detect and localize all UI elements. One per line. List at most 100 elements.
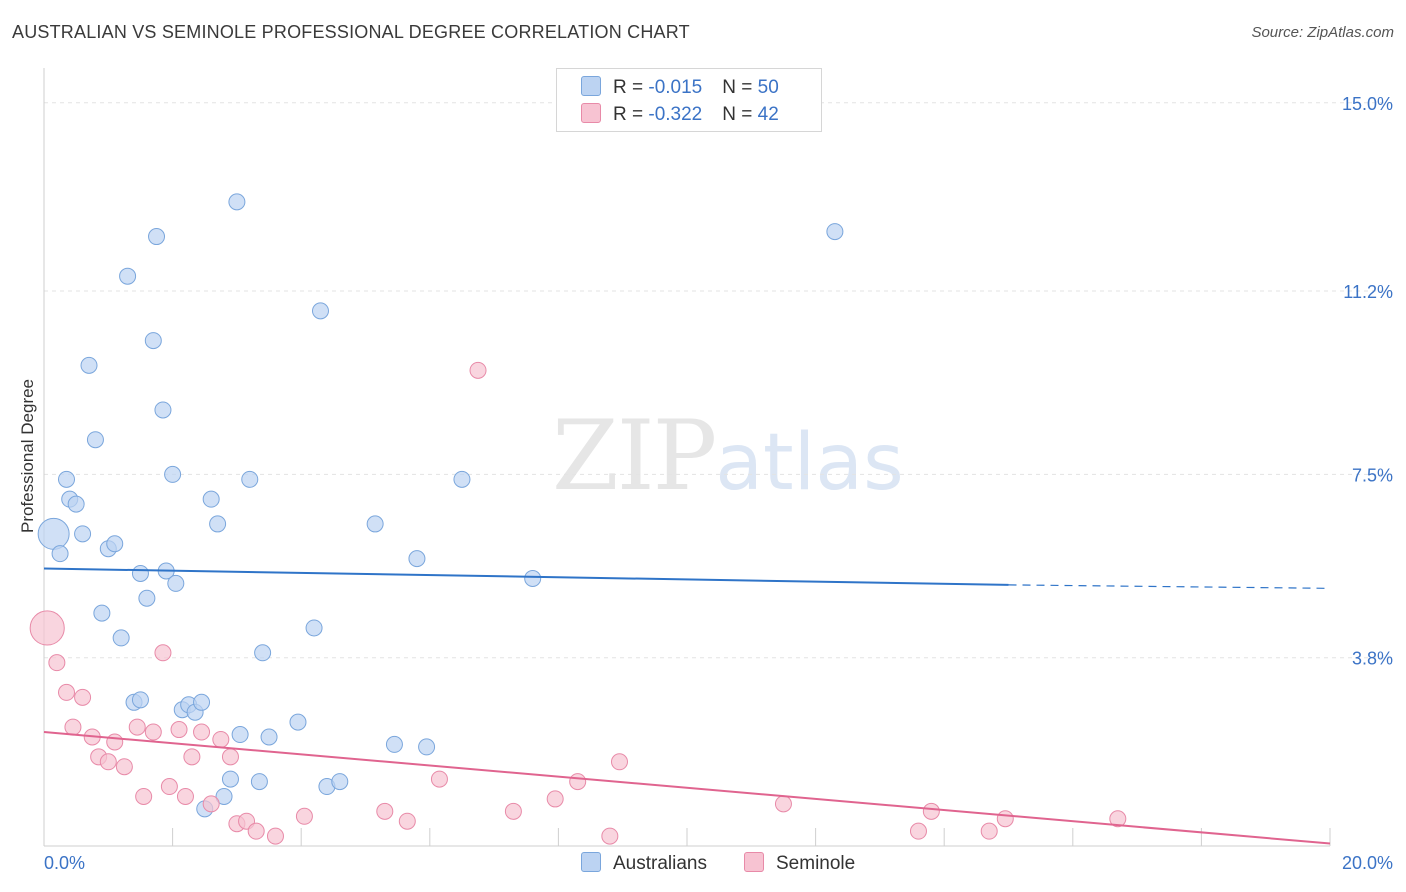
point-seminole [29,610,65,646]
point-australians [58,470,76,488]
point-seminole [774,795,792,813]
point-seminole [74,688,92,706]
point-seminole [430,770,448,788]
point-australians [453,470,471,488]
legend-r-value-australians: -0.015 [648,77,703,98]
y-tick-label: 11.2% [1343,282,1393,302]
point-australians [241,470,259,488]
point-seminole [295,807,313,825]
legend-r-value-seminole: -0.322 [648,104,703,125]
point-seminole [569,773,587,791]
point-seminole [546,790,564,808]
point-seminole [106,733,124,751]
point-australians [221,770,239,788]
point-seminole [58,683,76,701]
point-australians [228,193,246,211]
point-seminole [909,822,927,840]
legend-row-australians: R = -0.015 N = 50 [581,76,779,99]
point-australians [112,629,130,647]
point-seminole [504,802,522,820]
point-australians [254,644,272,662]
point-australians [366,515,384,533]
point-seminole [610,753,628,771]
point-australians [164,465,182,483]
point-seminole [922,802,940,820]
point-australians [331,773,349,791]
legend-n-label-seminole: N = [722,104,758,125]
source-label: Source: ZipAtlas.com [1251,24,1394,41]
bottom-legend-label-seminole: Seminole [776,853,856,874]
trend-line-australians [43,567,1009,586]
chart-title: AUSTRALIAN VS SEMINOLE PROFESSIONAL DEGR… [12,22,690,42]
point-australians [826,223,844,241]
legend-n-value-australians: 50 [757,77,779,98]
y-tick-label: 3.8% [1352,649,1393,669]
bottom-legend-australians: Australians [581,852,707,875]
point-australians [250,773,268,791]
y-tick-label: 7.5% [1352,465,1393,485]
watermark: ZIPatlas [552,400,904,512]
point-australians [418,738,436,756]
point-australians [106,535,124,553]
point-australians [385,735,403,753]
point-australians [144,332,162,350]
point-australians [51,545,69,563]
point-australians [80,356,98,374]
point-australians [67,495,85,513]
point-australians [148,228,166,246]
bottom-swatch-seminole [744,852,764,872]
point-australians [167,574,185,592]
point-seminole [170,721,188,739]
legend-n-value-seminole: 42 [757,104,779,125]
bottom-swatch-australians [581,852,601,872]
point-seminole [398,812,416,830]
point-seminole [202,795,220,813]
point-seminole [1109,810,1127,828]
point-australians [138,589,156,607]
point-australians [289,713,307,731]
point-australians [131,691,149,709]
point-australians [86,431,104,449]
watermark-atlas: atlas [715,418,904,508]
point-australians [305,619,323,637]
point-seminole [212,730,230,748]
point-seminole [247,822,265,840]
stats-legend: R = -0.015 N = 50 R = -0.322 N = 42 [556,68,822,132]
trend-line-seminole [43,731,1331,845]
point-australians [154,401,172,419]
point-seminole [48,654,66,672]
legend-r-label-seminole: R = [613,104,649,125]
point-australians [131,564,149,582]
point-australians [202,490,220,508]
point-seminole [221,748,239,766]
point-seminole [996,810,1014,828]
point-australians [215,787,233,805]
point-seminole [64,718,82,736]
point-seminole [266,827,284,845]
legend-swatch-australians [581,76,601,96]
watermark-zip: ZIP [552,400,717,512]
point-australians [37,517,70,550]
legend-r-label-australians: R = [613,77,649,98]
point-seminole [183,748,201,766]
point-australians [193,693,211,711]
point-australians [119,267,137,285]
point-australians [231,726,249,744]
point-australians [524,569,542,587]
point-seminole [376,802,394,820]
trend-line-extension-australians [1008,584,1331,589]
point-seminole [115,758,133,776]
point-seminole [176,787,194,805]
x-tick-label: 0.0% [44,853,85,873]
point-seminole [601,827,619,845]
point-australians [408,550,426,568]
point-australians [74,525,92,543]
bottom-legend-label-australians: Australians [613,853,707,874]
point-seminole [144,723,162,741]
point-seminole [128,718,146,736]
point-seminole [193,723,211,741]
legend-row-seminole: R = -0.322 N = 42 [581,103,779,126]
point-seminole [135,787,153,805]
x-tick-label: 20.0% [1342,853,1393,873]
